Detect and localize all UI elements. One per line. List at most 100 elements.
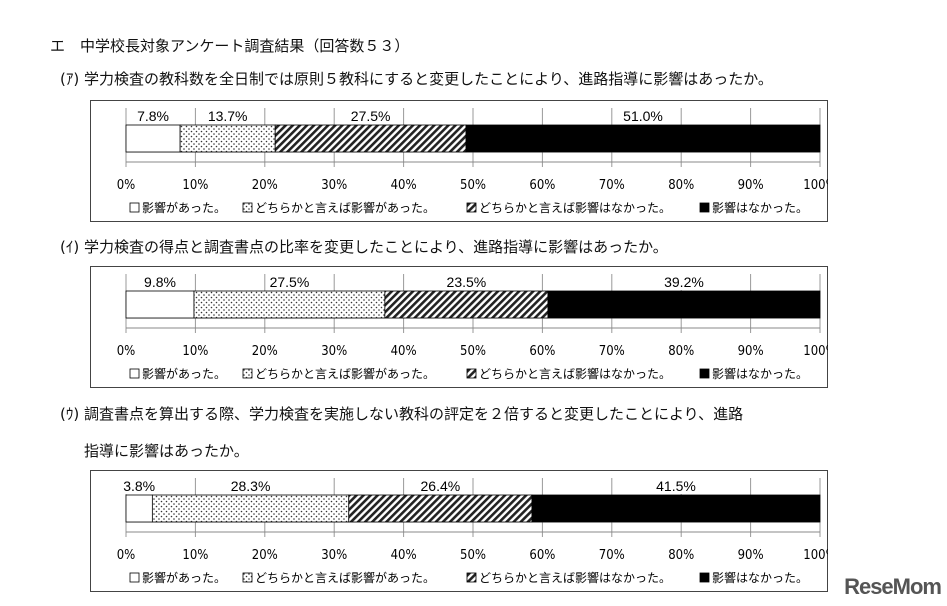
tick-label: 30% [321, 178, 347, 193]
tick-label: 20% [252, 548, 278, 563]
data-label: 51.0% [623, 108, 663, 124]
stacked-bar-chart: 0% 10% 20% 30% 40% 50% 60% 70% 80% 90% 100% 7.8% 13.… [117, 108, 828, 215]
tick-label: 10% [182, 344, 208, 359]
tick-label: 40% [391, 178, 417, 193]
tick-label: 100% [803, 178, 828, 193]
data-label: 28.3% [231, 478, 271, 494]
data-label: 23.5% [447, 274, 487, 290]
tick-label: 20% [252, 344, 278, 359]
legend-label: どちらかと言えば影響はなかった。 [479, 200, 671, 215]
data-label: 27.5% [351, 108, 391, 124]
legend-label: どちらかと言えば影響があった。 [255, 200, 435, 215]
question-c-line2: 指導に影響はあったか。 [84, 442, 249, 460]
legend-label: 影響はなかった。 [712, 570, 808, 585]
data-label: 27.5% [270, 274, 310, 290]
tick-label: 70% [599, 548, 625, 563]
data-label: 39.2% [664, 274, 704, 290]
data-label-bg [348, 108, 393, 124]
tick-label: 20% [252, 178, 278, 193]
tick-label: 100% [803, 344, 828, 359]
bar-segment [125, 494, 153, 523]
data-label: 13.7% [208, 108, 248, 124]
tick-label: 40% [391, 344, 417, 359]
legend-label: どちらかと言えば影響があった。 [255, 366, 435, 381]
data-label: 9.8% [144, 274, 176, 290]
legend-swatch [129, 202, 140, 213]
tick-label: 90% [738, 344, 764, 359]
tick-label: 0% [117, 178, 136, 193]
legend-label: どちらかと言えば影響はなかった。 [479, 570, 671, 585]
tick-label: 80% [668, 344, 694, 359]
bar-segment [125, 124, 181, 153]
legend-swatch [466, 368, 477, 379]
legend-swatch [699, 368, 710, 379]
tick-label: 90% [738, 178, 764, 193]
bar-segment [151, 494, 350, 523]
stacked-bar-chart: 0% 10% 20% 30% 40% 50% 60% 70% 80% 90% 100% 9.8% 27.… [117, 274, 828, 381]
legend-swatch [129, 572, 140, 583]
tick-label: 10% [182, 548, 208, 563]
tick-label: 70% [599, 178, 625, 193]
tick-label: 100% [803, 548, 828, 563]
legend-swatch [466, 202, 477, 213]
section-heading: エ 中学校長対象アンケート調査結果（回答数５３） [50, 37, 410, 55]
data-label: 3.8% [123, 478, 155, 494]
chart-b: 0% 10% 20% 30% 40% 50% 60% 70% 80% 90% 100% 9.8% 27.… [90, 266, 828, 388]
bar-segment [531, 494, 821, 523]
tick-label: 50% [460, 178, 486, 193]
bar-segment [547, 290, 821, 319]
legend-swatch [242, 368, 253, 379]
tick-label: 70% [599, 344, 625, 359]
data-label-bg [205, 108, 250, 124]
legend-swatch [466, 572, 477, 583]
tick-label: 60% [529, 178, 555, 193]
data-label-bg [267, 274, 312, 290]
stacked-bar-chart: 0% 10% 20% 30% 40% 50% 60% 70% 80% 90% 100% 3.8% 28.… [117, 478, 828, 585]
data-label-bg [444, 274, 489, 290]
question-a: (ｱ) 学力検査の教科数を全日制では原則５教科にすると変更したことにより、進路指… [60, 70, 773, 88]
tick-label: 40% [391, 548, 417, 563]
bar-segment [179, 124, 276, 153]
legend-label: 影響はなかった。 [712, 366, 808, 381]
tick-label: 50% [460, 344, 486, 359]
chart-c: 0% 10% 20% 30% 40% 50% 60% 70% 80% 90% 100% 3.8% 28.… [90, 470, 828, 592]
data-label-bg [131, 108, 176, 124]
bar-segment [125, 290, 195, 319]
chart-a: 0% 10% 20% 30% 40% 50% 60% 70% 80% 90% 100% 7.8% 13.… [90, 100, 828, 222]
data-label-bg [661, 274, 706, 290]
tick-label: 0% [117, 548, 136, 563]
legend-swatch [699, 202, 710, 213]
tick-label: 0% [117, 344, 136, 359]
data-label: 7.8% [137, 108, 169, 124]
data-label: 26.4% [421, 478, 461, 494]
bar-segment [193, 290, 386, 319]
data-label: 41.5% [656, 478, 696, 494]
bar-segment [274, 124, 467, 153]
data-label-bg [138, 274, 183, 290]
legend-label: どちらかと言えば影響があった。 [255, 570, 435, 585]
legend-swatch [242, 202, 253, 213]
legend-label: どちらかと言えば影響はなかった。 [479, 366, 671, 381]
data-label-bg [418, 478, 463, 494]
data-label-bg [653, 478, 698, 494]
bar-segment [465, 124, 821, 153]
tick-label: 30% [321, 548, 347, 563]
tick-label: 30% [321, 344, 347, 359]
tick-label: 80% [668, 178, 694, 193]
bar-segment [384, 290, 549, 319]
tick-label: 90% [738, 548, 764, 563]
data-label-bg [228, 478, 273, 494]
tick-label: 80% [668, 548, 694, 563]
tick-label: 10% [182, 178, 208, 193]
bar-segment [348, 494, 533, 523]
legend-label: 影響があった。 [142, 200, 226, 215]
legend-swatch [129, 368, 140, 379]
watermark-logo: ReseMom [844, 574, 942, 599]
tick-label: 60% [529, 344, 555, 359]
tick-label: 60% [529, 548, 555, 563]
legend-swatch [242, 572, 253, 583]
question-b: (ｲ) 学力検査の得点と調査書点の比率を変更したことにより、進路指導に影響はあっ… [60, 238, 668, 256]
data-label-bg [117, 478, 162, 494]
question-c-line1: (ｳ) 調査書点を算出する際、学力検査を実施しない教科の評定を２倍すると変更した… [60, 405, 744, 423]
